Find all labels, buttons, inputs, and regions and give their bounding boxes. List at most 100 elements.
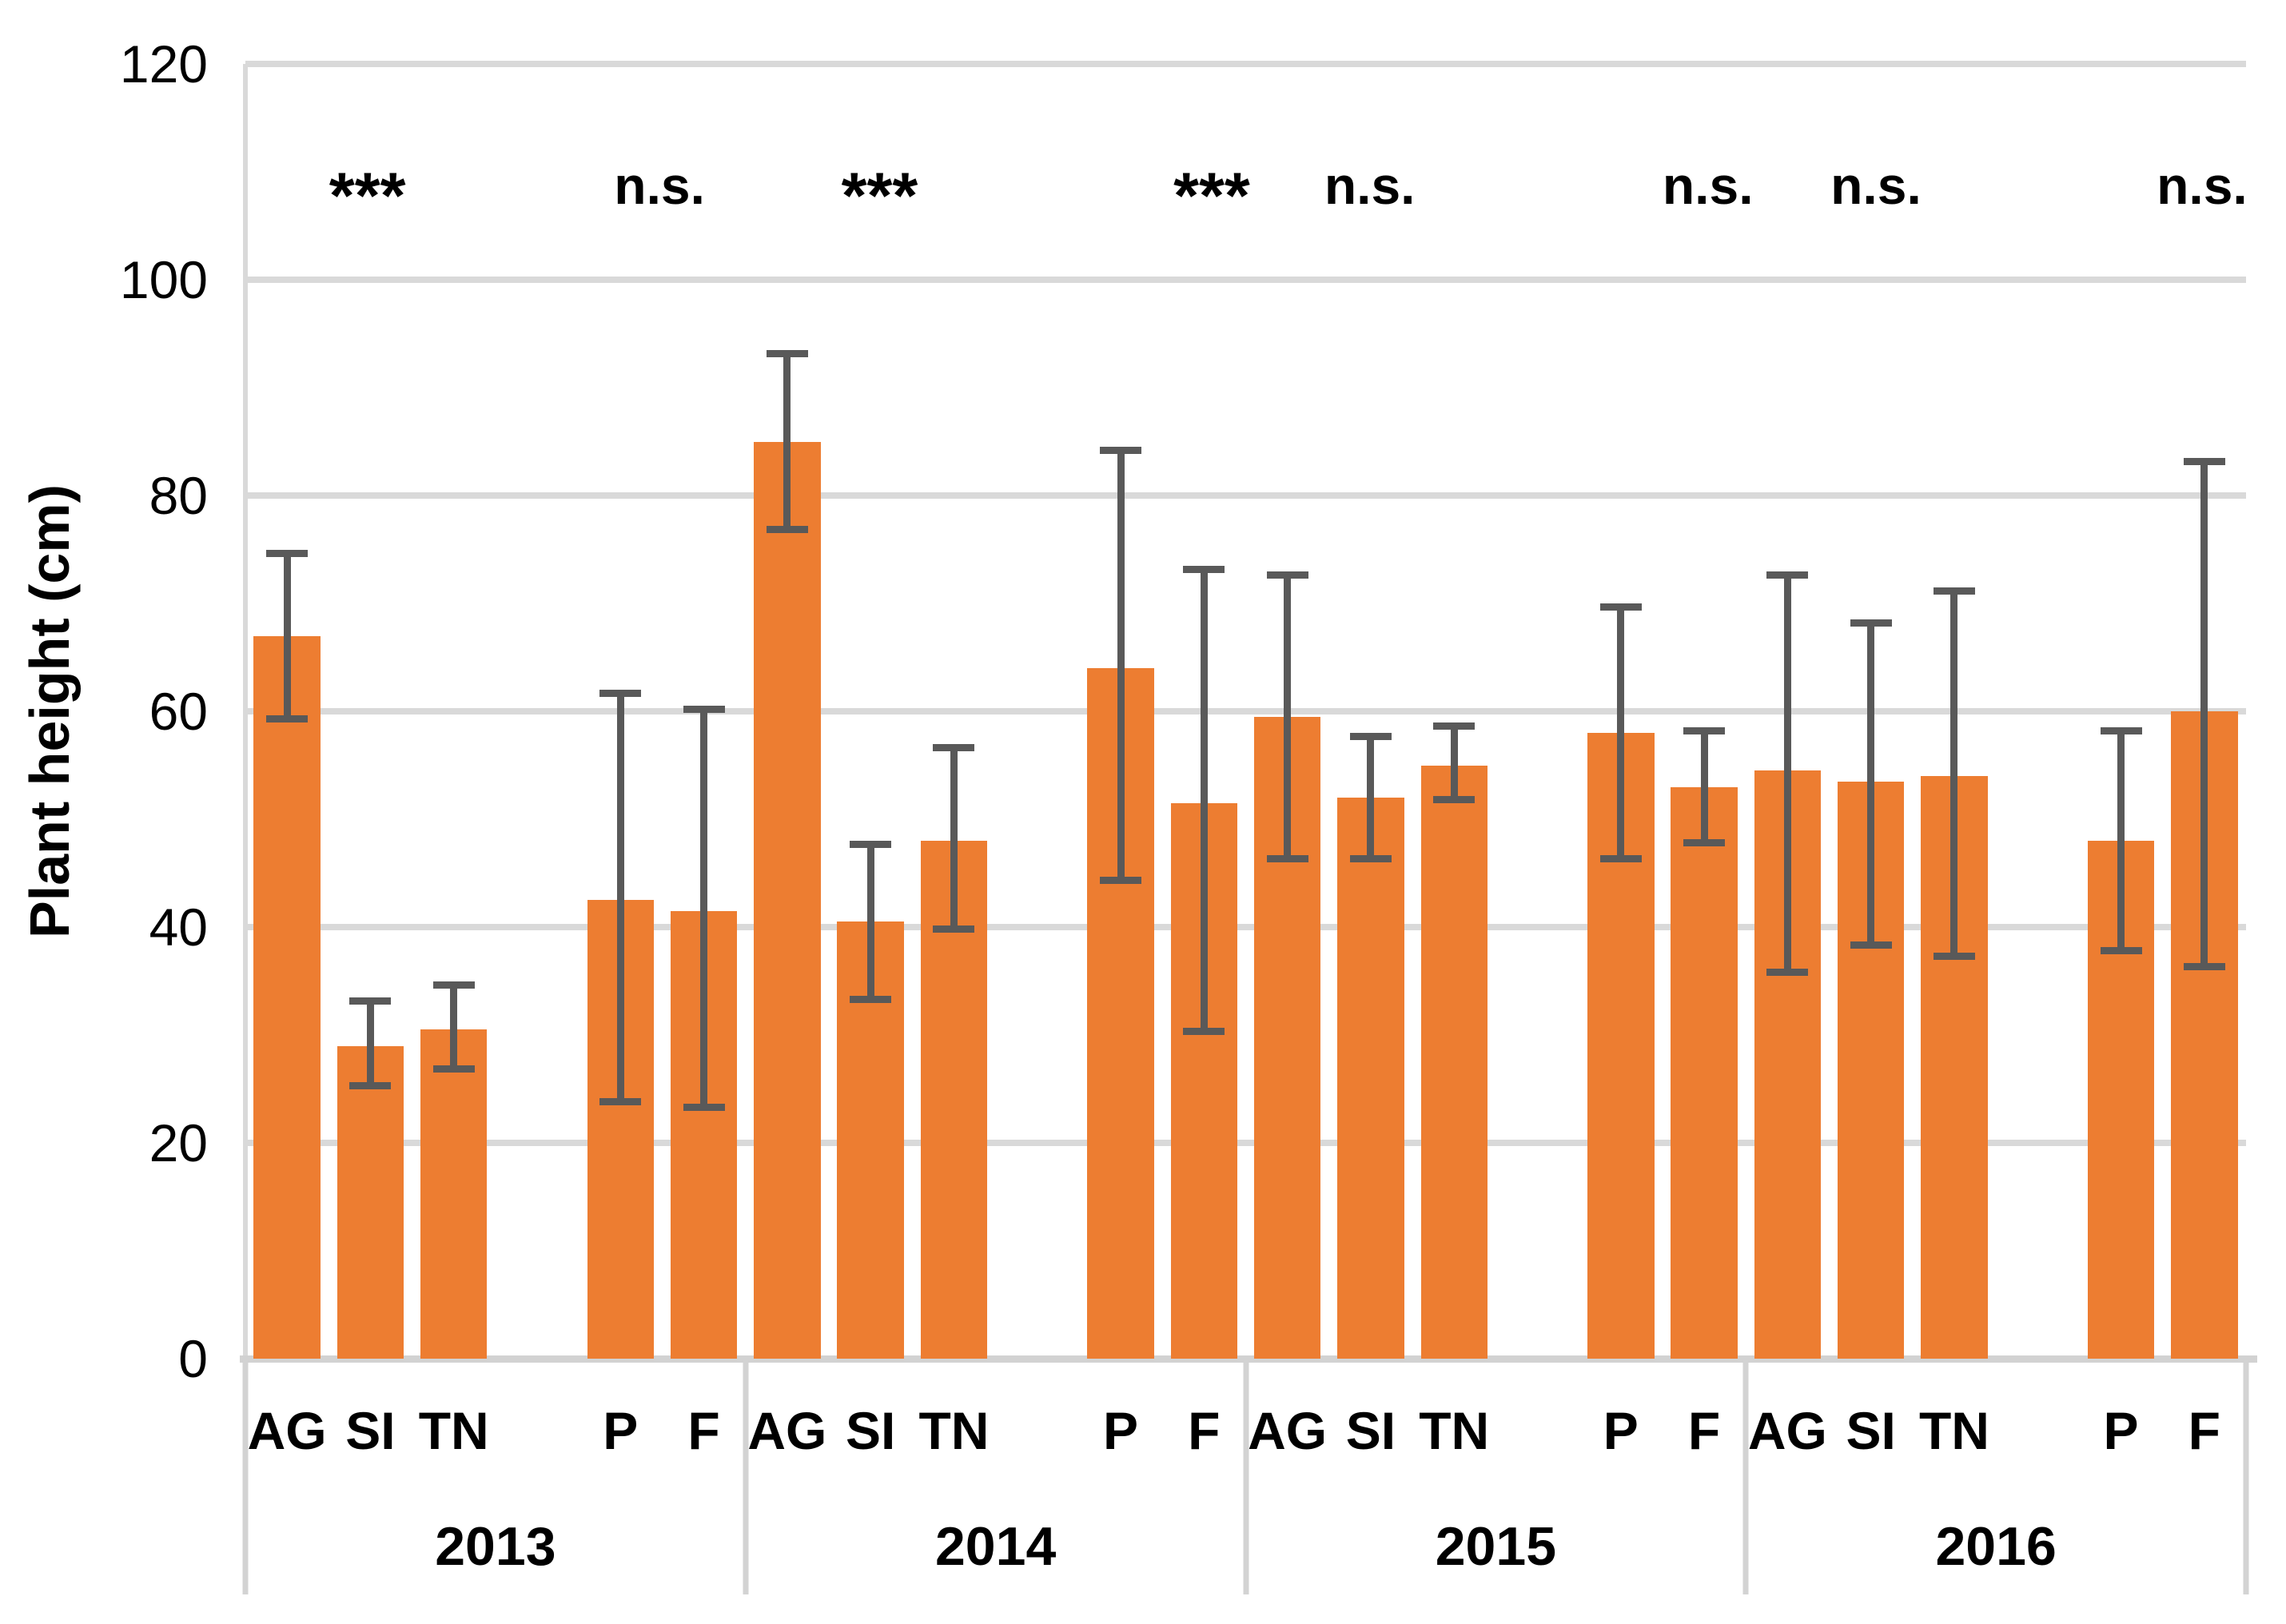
significance-2015-PF: n.s. <box>1662 156 1754 215</box>
gridline-40 <box>245 924 2246 930</box>
error-cap-top-2016-P <box>2100 727 2142 735</box>
error-cap-bottom-2015-P <box>1599 855 1642 862</box>
category-label-2015-TN: TN <box>1419 1401 1490 1460</box>
error-bar-2016-P <box>2117 727 2125 954</box>
year-label-2015: 2015 <box>1435 1516 1557 1577</box>
error-cap-top-2015-P <box>1599 603 1642 611</box>
error-bar-2013-AG <box>283 549 291 722</box>
error-bar-2016-TN <box>1950 587 1958 960</box>
error-bar-2016-SI <box>1867 619 1875 949</box>
error-cap-bottom-2014-SI <box>850 995 892 1003</box>
error-cap-top-2016-SI <box>1850 619 1892 627</box>
error-bar-2015-F <box>1700 727 1708 846</box>
significance-2016-PF: n.s. <box>2157 156 2248 215</box>
error-cap-bottom-2014-TN <box>933 925 975 933</box>
x-axis-line <box>240 1355 2257 1363</box>
bar-2015-TN <box>1420 765 1487 1359</box>
error-cap-bottom-2016-F <box>2183 963 2225 970</box>
error-cap-top-2016-F <box>2183 457 2225 465</box>
category-label-2014-AG: AG <box>747 1401 827 1460</box>
error-bar-2015-AG <box>1284 571 1292 862</box>
category-label-2014-P: P <box>1103 1401 1139 1460</box>
category-label-2013-TN: TN <box>418 1401 489 1460</box>
error-cap-bottom-2013-P <box>599 1097 642 1105</box>
bar-2015-SI <box>1337 798 1404 1359</box>
error-cap-top-2015-TN <box>1433 722 1476 730</box>
error-cap-bottom-2014-F <box>1183 1028 1225 1035</box>
error-bar-2014-SI <box>866 841 874 1003</box>
category-label-2015-AG: AG <box>1248 1401 1328 1460</box>
gridline-80 <box>245 492 2246 499</box>
error-cap-top-2013-F <box>683 706 725 714</box>
panel-divider-3 <box>1742 1360 1749 1594</box>
bar-2013-SI <box>337 1045 404 1359</box>
error-cap-top-2014-AG <box>766 349 808 357</box>
bar-2014-AG <box>754 441 821 1359</box>
significance-2015-AGSITN: n.s. <box>1324 156 1416 215</box>
error-cap-top-2013-AG <box>266 549 309 557</box>
error-bar-2014-P <box>1117 447 1125 884</box>
error-cap-top-2013-SI <box>349 997 392 1005</box>
category-label-2016-F: F <box>2188 1401 2221 1460</box>
y-tick-label-60: 60 <box>149 682 208 741</box>
error-cap-bottom-2015-TN <box>1433 795 1476 803</box>
gridline-20 <box>245 1140 2246 1146</box>
error-bar-2013-P <box>616 690 624 1105</box>
y-tick-label-0: 0 <box>178 1329 208 1388</box>
error-cap-top-2013-P <box>599 690 642 697</box>
error-bar-2014-AG <box>783 349 791 534</box>
error-bar-2013-TN <box>450 981 458 1073</box>
y-tick-label-80: 80 <box>149 466 208 525</box>
error-bar-2015-P <box>1617 603 1625 862</box>
error-cap-bottom-2014-P <box>1100 877 1142 884</box>
category-label-2014-F: F <box>1188 1401 1221 1460</box>
year-label-2016: 2016 <box>1935 1516 2057 1577</box>
category-label-2016-SI: SI <box>1846 1401 1896 1460</box>
error-cap-top-2015-AG <box>1266 571 1308 579</box>
error-cap-top-2016-TN <box>1933 587 1975 595</box>
error-cap-top-2014-TN <box>933 743 975 751</box>
gridline-100 <box>245 277 2246 283</box>
error-cap-top-2013-TN <box>432 981 475 989</box>
error-cap-top-2014-F <box>1183 565 1225 573</box>
panel-divider-2 <box>1243 1360 1249 1594</box>
error-cap-bottom-2016-TN <box>1933 952 1975 960</box>
error-bar-2014-TN <box>950 743 958 933</box>
significance-2014-AGSITN: *** <box>841 160 918 233</box>
gridline-60 <box>245 708 2246 714</box>
bar-2013-TN <box>420 1029 488 1359</box>
category-label-2014-TN: TN <box>918 1401 990 1460</box>
error-cap-bottom-2013-SI <box>349 1081 392 1089</box>
x-axis-category-table: AG SI TN P F 2013 AG SI TN P F 2014 AG SI TN P F 2015 AG SI… <box>242 1359 2249 1606</box>
bar-2013-AG <box>253 635 321 1359</box>
significance-2014-PF: *** <box>1173 160 1250 233</box>
category-label-2015-SI: SI <box>1345 1401 1396 1460</box>
error-bar-2016-F <box>2200 457 2208 970</box>
error-bar-2016-AG <box>1783 571 1791 976</box>
error-cap-top-2014-P <box>1100 447 1142 455</box>
error-cap-bottom-2016-SI <box>1850 941 1892 949</box>
error-cap-top-2014-SI <box>850 841 892 848</box>
category-label-2013-SI: SI <box>345 1401 396 1460</box>
category-label-2016-P: P <box>2103 1401 2139 1460</box>
y-tick-label-40: 40 <box>149 898 208 957</box>
error-cap-bottom-2016-P <box>2100 946 2142 954</box>
y-axis-line <box>243 64 248 1359</box>
bar-2015-F <box>1671 786 1738 1359</box>
error-bar-2013-F <box>700 706 708 1111</box>
plot-area: *** n.s. *** *** n.s. n.s. n.s. n.s. <box>240 61 2257 1363</box>
significance-2013-PF: n.s. <box>614 156 705 215</box>
panel-divider-4 <box>2243 1360 2249 1594</box>
year-label-2013: 2013 <box>435 1516 556 1577</box>
error-bar-2013-SI <box>366 997 374 1089</box>
panel-divider-0 <box>242 1360 249 1594</box>
y-axis-title: Plant height (cm) <box>18 484 81 938</box>
error-cap-top-2016-AG <box>1766 571 1809 579</box>
category-label-2014-SI: SI <box>846 1401 896 1460</box>
error-bar-2015-TN <box>1450 722 1458 803</box>
error-cap-bottom-2015-AG <box>1266 855 1308 862</box>
error-bar-2014-F <box>1200 565 1208 1035</box>
error-cap-bottom-2013-TN <box>432 1065 475 1073</box>
error-cap-bottom-2013-AG <box>266 714 309 722</box>
